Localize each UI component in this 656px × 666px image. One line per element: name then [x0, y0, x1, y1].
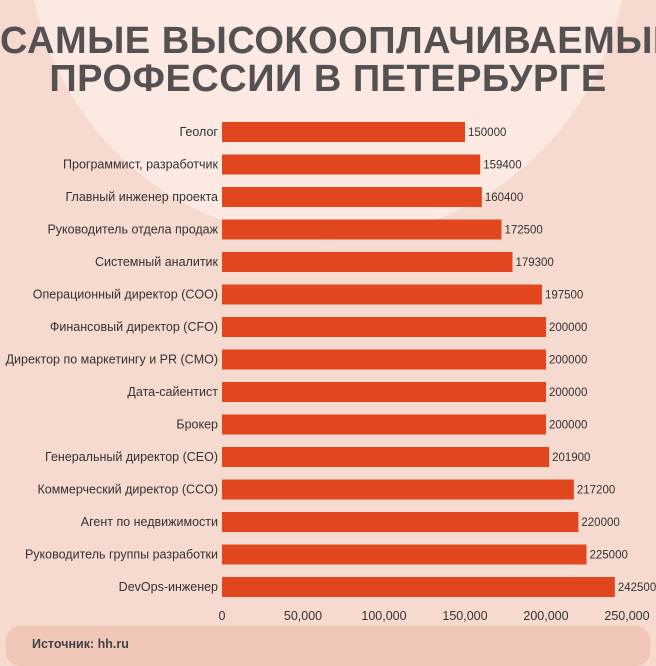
- value-label: 200000: [549, 322, 587, 334]
- category-label: Директор по маркетингу и PR (CMO): [6, 353, 218, 367]
- category-label: Программист, разработчик: [63, 158, 219, 172]
- value-label: 201900: [552, 452, 590, 464]
- value-label: 225000: [590, 550, 628, 562]
- category-label: Геолог: [179, 125, 218, 139]
- value-label: 220000: [581, 517, 619, 529]
- bar: [222, 512, 579, 532]
- category-label: DevOps-инженер: [119, 580, 218, 594]
- value-label: 200000: [549, 355, 587, 367]
- bar: [222, 414, 546, 435]
- value-label: 172500: [504, 225, 542, 237]
- value-label: 159400: [483, 160, 521, 172]
- value-label: 160400: [485, 192, 523, 204]
- bar: [222, 154, 481, 175]
- page-title: САМЫЕ ВЫСОКООПЛАЧИВАЕМЫЕ ПРОФЕССИИ В ПЕТ…: [0, 22, 656, 98]
- bar: [222, 349, 546, 370]
- title-line-2: ПРОФЕССИИ В ПЕТЕРБУРГЕ: [49, 58, 607, 100]
- category-label: Генеральный директор (CEO): [45, 450, 218, 464]
- category-label: Брокер: [176, 418, 218, 432]
- bar: [222, 479, 574, 500]
- value-label: 150000: [468, 127, 506, 139]
- value-label: 200000: [549, 387, 587, 399]
- x-tick-label: 200,000: [523, 609, 568, 622]
- category-label: Агент по недвижимости: [81, 515, 218, 529]
- title-line-1: САМЫЕ ВЫСОКООПЛАЧИВАЕМЫЕ: [0, 20, 656, 62]
- category-label: Системный аналитик: [95, 255, 219, 269]
- value-label: 217200: [577, 485, 615, 497]
- bar: [222, 187, 482, 207]
- bar: [222, 219, 502, 240]
- x-tick-label: 100,000: [361, 609, 406, 622]
- bar: [222, 317, 546, 337]
- category-label: Главный инженер проекта: [65, 190, 218, 204]
- category-label: Руководитель группы разработки: [25, 548, 218, 562]
- footer: Источник: hh.ru: [6, 626, 650, 666]
- x-tick-label: 50,000: [284, 609, 322, 622]
- category-label: Руководитель отдела продаж: [47, 223, 218, 237]
- category-label: Операционный директор (COO): [33, 288, 218, 302]
- x-tick-label: 0: [219, 609, 226, 622]
- value-label: 179300: [515, 257, 553, 269]
- bar: [222, 577, 615, 597]
- bar: [222, 382, 546, 402]
- category-label: Дата-сайентист: [127, 385, 218, 399]
- bar: [222, 252, 513, 272]
- bar: [222, 122, 465, 142]
- value-label: 200000: [549, 420, 587, 432]
- source-label: Источник: hh.ru: [32, 637, 129, 651]
- value-label: 242500: [618, 582, 656, 594]
- category-label: Коммерческий директор (CCO): [37, 483, 218, 497]
- x-tick-label: 150,000: [442, 609, 487, 622]
- x-tick-label: 250,000: [604, 609, 649, 622]
- bar: [222, 544, 587, 565]
- bar: [222, 284, 542, 305]
- category-label: Финансовый директор (CFO): [50, 320, 218, 334]
- bar-chart: Геолог 150000 Программист, разработчик 1594…: [6, 122, 656, 622]
- bar: [222, 447, 550, 467]
- value-label: 197500: [545, 290, 583, 302]
